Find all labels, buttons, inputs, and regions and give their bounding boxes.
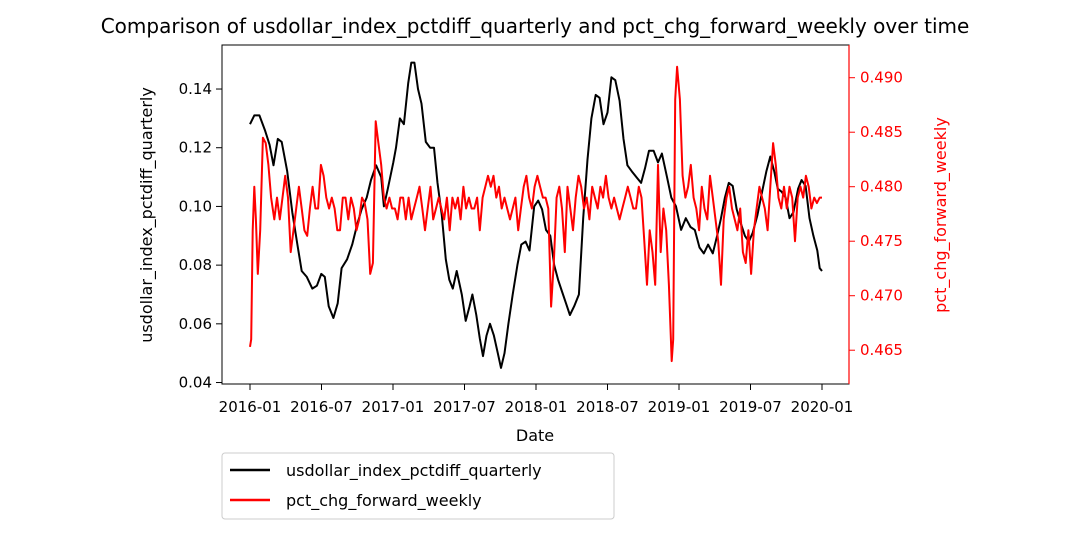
legend-frame	[221, 452, 615, 520]
y-right-tick-label: 0.480	[860, 178, 903, 196]
x-tick-label: 2017-01	[362, 398, 425, 416]
y-left-tick-label: 0.14	[179, 80, 212, 98]
x-tick-label: 2018-07	[576, 398, 639, 416]
y-axis-right-label: pct_chg_forward_weekly	[931, 117, 951, 313]
y-right-tick-label: 0.465	[860, 341, 903, 359]
x-tick-label: 2016-07	[290, 398, 353, 416]
x-tick-label: 2016-01	[219, 398, 282, 416]
y-right-tick-label: 0.470	[860, 287, 903, 305]
legend-label-left: usdollar_index_pctdiff_quarterly	[286, 461, 542, 481]
y-left-tick-label: 0.06	[179, 315, 212, 333]
y-left-tick-label: 0.08	[179, 256, 212, 274]
y-right-tick-label: 0.485	[860, 123, 903, 141]
y-axis-left: 0.04 0.06 0.08 0.10 0.12 0.14	[179, 80, 222, 392]
x-axis: 2016-01 2016-07 2017-01 2017-07 2018-01 2018-…	[219, 384, 854, 416]
x-tick-label: 2020-01	[791, 398, 854, 416]
y-left-tick-label: 0.12	[179, 139, 212, 157]
legend-label-right: pct_chg_forward_weekly	[286, 491, 482, 511]
y-axis-left-label: usdollar_index_pctdiff_quarterly	[137, 87, 157, 343]
x-tick-label: 2018-01	[505, 398, 568, 416]
right-series-group	[249, 65, 822, 363]
legend: usdollar_index_pctdiff_quarterly pct_chg…	[221, 452, 615, 520]
x-tick-label: 2017-07	[433, 398, 496, 416]
chart-title: Comparison of usdollar_index_pctdiff_qua…	[101, 14, 970, 38]
y-axis-right: 0.465 0.470 0.475 0.480 0.485 0.490	[848, 45, 903, 384]
y-right-tick-label: 0.475	[860, 232, 903, 250]
x-tick-label: 2019-01	[648, 398, 711, 416]
y-left-tick-label: 0.04	[179, 374, 212, 392]
y-left-tick-label: 0.10	[179, 197, 212, 215]
x-axis-label: Date	[516, 426, 554, 445]
series-line-pct-chg-forward	[249, 65, 822, 363]
x-tick-label: 2019-07	[719, 398, 782, 416]
y-right-tick-label: 0.490	[860, 69, 903, 87]
plot-area	[221, 44, 850, 385]
